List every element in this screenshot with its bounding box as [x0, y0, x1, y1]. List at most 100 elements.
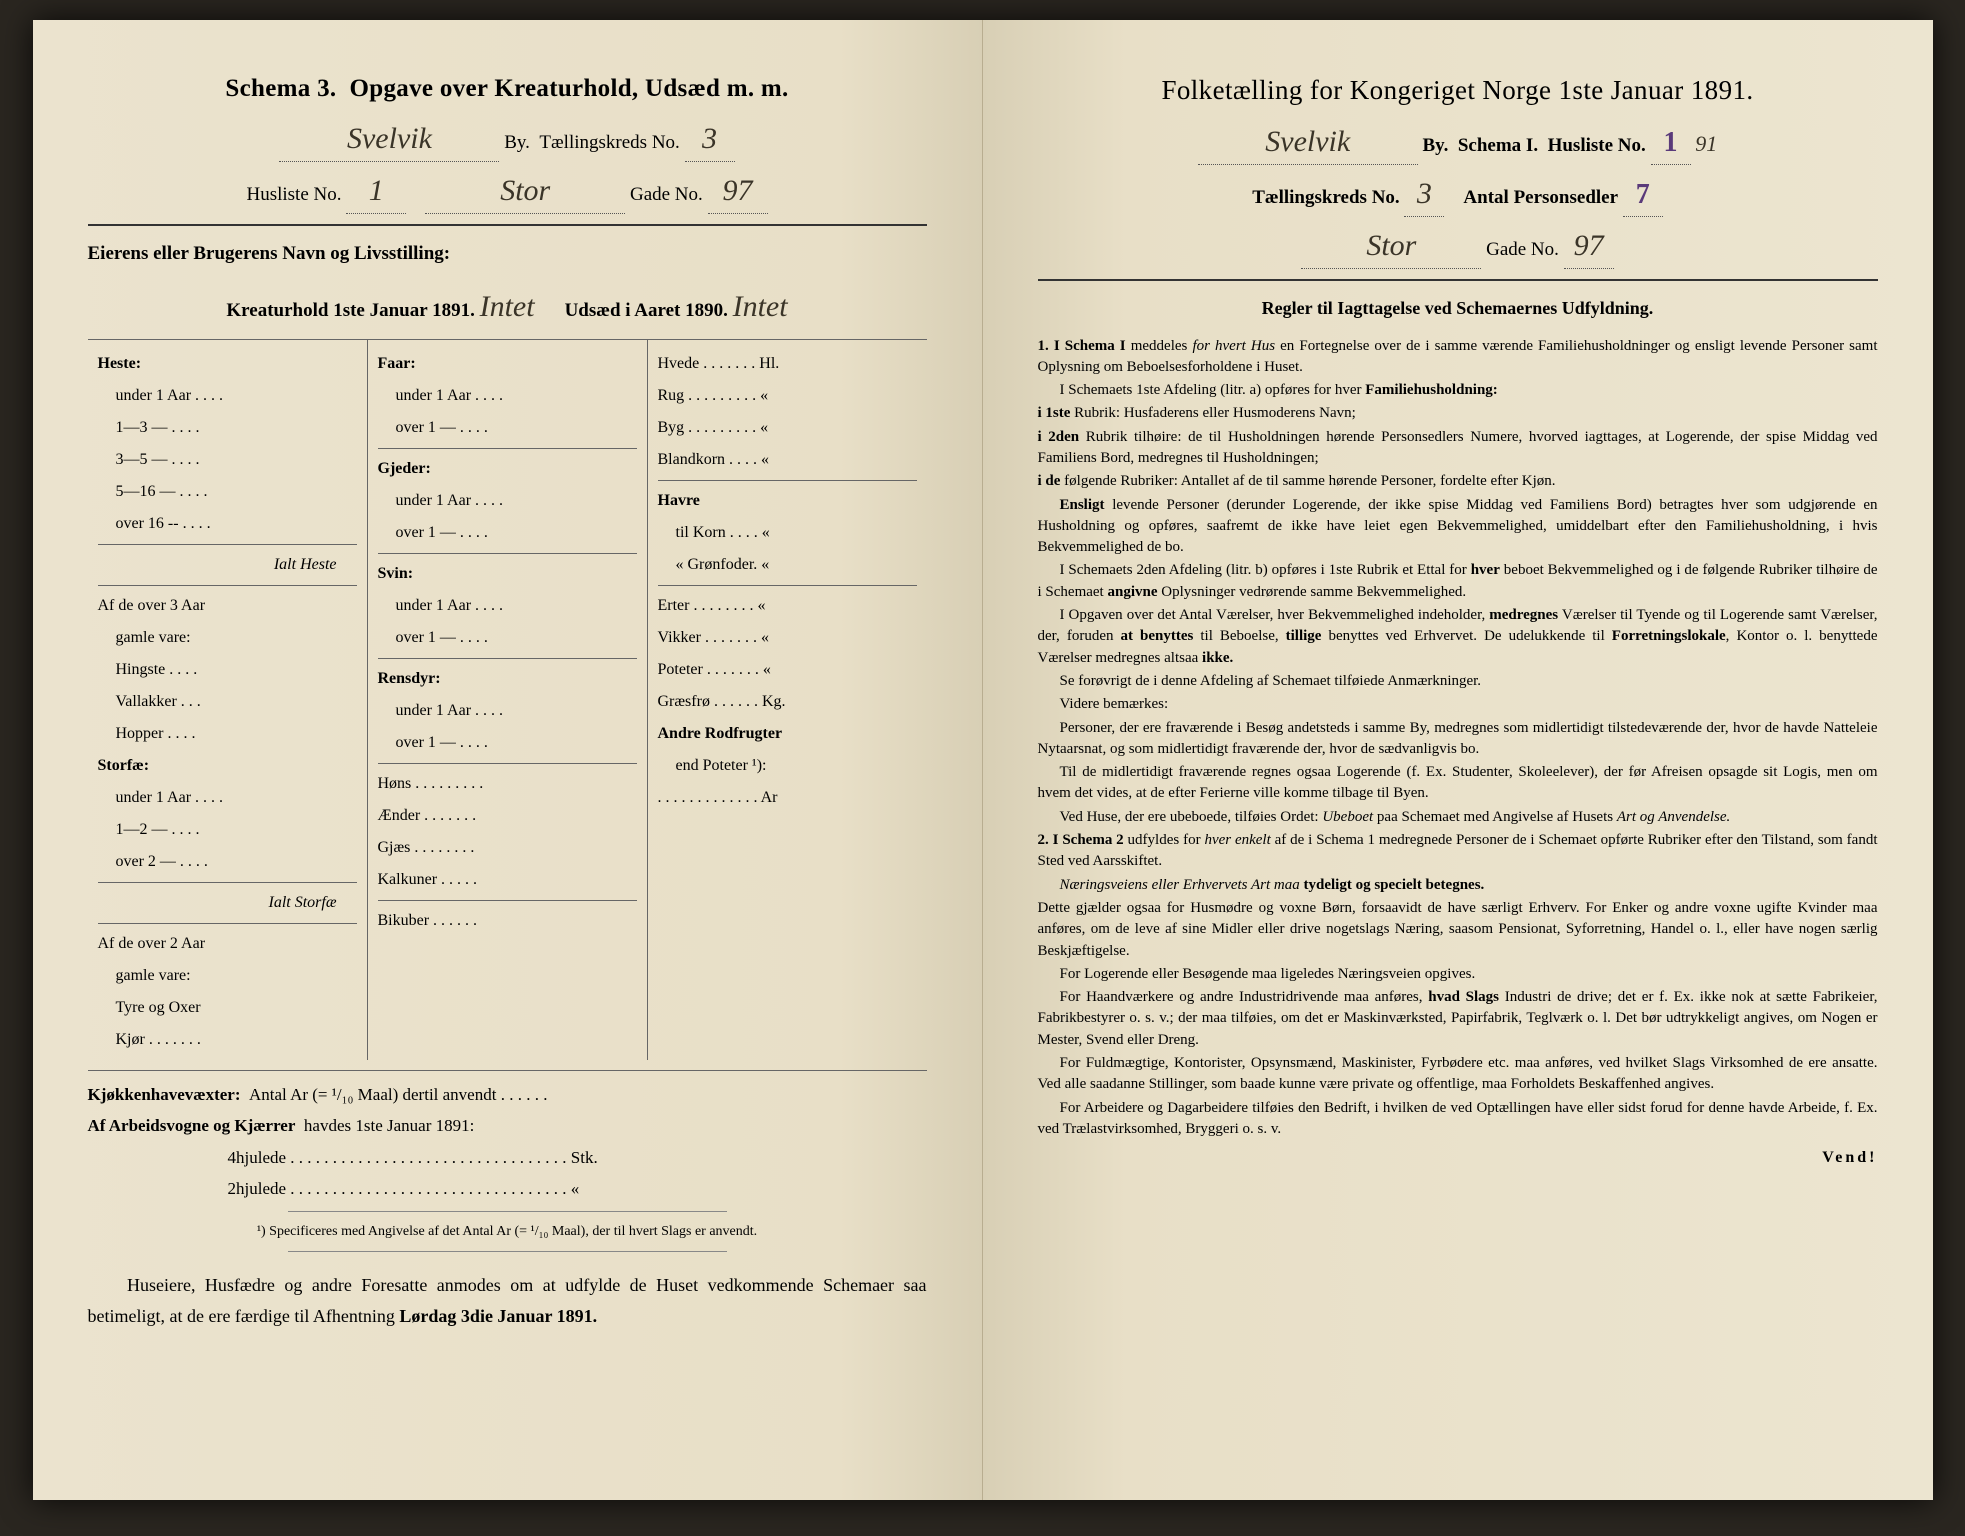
c3-m1: Vikker . . . . . . . « [658, 622, 917, 654]
gamle2-r0: Tyre og Oxer [98, 992, 357, 1024]
p13c: paa Schemaet med Angivelse af Husets [1373, 809, 1617, 825]
schema-3-label: Schema 3. [225, 75, 336, 102]
owner-label: Eierens eller Brugerens Navn og Livsstil… [88, 240, 927, 269]
faar-heading: Faar: [378, 348, 637, 380]
p13d: Art og Anvendelse. [1617, 809, 1730, 825]
other-r1: Ænder . . . . . . . [378, 800, 637, 832]
r-husliste-no: 1 [1651, 122, 1691, 165]
closing-text: Huseiere, Husfædre og andre Foresatte an… [88, 1270, 927, 1331]
havre-r1: « Grønfoder. « [658, 549, 917, 581]
gamle-vare: gamle vare: [98, 622, 357, 654]
p8e: til Beboelse, [1193, 628, 1285, 644]
arbeids-text: havdes 1ste Januar 1891: [304, 1116, 474, 1135]
heste-r1: 1—3 — . . . . [98, 412, 357, 444]
right-title: Folketælling for Kongeriget Norge 1ste J… [1038, 70, 1878, 111]
heste-r3: 5—16 — . . . . [98, 476, 357, 508]
p15a: Næringsveiens eller Erhvervets Art maa [1060, 877, 1304, 893]
p5a: i de [1038, 473, 1061, 489]
p8b: medregnes [1489, 607, 1558, 623]
p9: Se forøvrigt de i denne Afdeling af Sche… [1038, 671, 1878, 692]
af-over-2: Af de over 2 Aar [98, 928, 357, 960]
r-divider [1038, 279, 1878, 281]
c3-r3: Blandkorn . . . . « [658, 444, 917, 476]
r-gade-name: Stor [1301, 223, 1481, 269]
right-page: Folketælling for Kongeriget Norge 1ste J… [983, 20, 1933, 1500]
left-title-line: Schema 3. Opgave over Kreaturhold, Udsæd… [88, 70, 927, 108]
ar-line: . . . . . . . . . . . . . Ar [658, 782, 917, 814]
husliste-no: 1 [346, 168, 406, 214]
p14a: I Schema 2 [1053, 832, 1124, 848]
p14c: hver enkelt [1204, 832, 1270, 848]
storfae-r2: over 2 — . . . . [98, 846, 357, 878]
gjeder-r1: over 1 — . . . . [378, 517, 637, 549]
r-by: By. [1422, 135, 1448, 156]
kreds-no: 3 [685, 116, 735, 162]
p4b: Rubrik tilhøire: de til Husholdningen hø… [1038, 429, 1878, 466]
rules-body: 1. I Schema I meddeles for hvert Hus en … [1038, 336, 1878, 1141]
r-antal-label: Antal Personsedler [1463, 187, 1618, 208]
c3-m2: Poteter . . . . . . . « [658, 654, 917, 686]
p8a: I Opgaven over det Antal Værelser, hver … [1060, 607, 1490, 623]
fire-hjul: 4hjulede . . . . . . . . . . . . . . . .… [88, 1142, 927, 1173]
gamle2-r1: Kjør . . . . . . . [98, 1024, 357, 1056]
r-gade-no: 97 [1564, 223, 1614, 269]
to-hjul: 2hjulede . . . . . . . . . . . . . . . .… [88, 1173, 927, 1204]
svin-r1: over 1 — . . . . [378, 622, 637, 654]
r-gade-label: Gade No. [1486, 239, 1559, 260]
right-header-gade: Stor Gade No. 97 [1038, 223, 1878, 269]
other-r4: Bikuber . . . . . . [378, 905, 637, 937]
left-page: Schema 3. Opgave over Kreaturhold, Udsæd… [33, 20, 983, 1500]
p1c: for hvert Hus [1192, 338, 1275, 354]
p3b: Rubrik: Husfaderens eller Husmoderens Na… [1070, 405, 1355, 421]
p1a: I Schema I [1054, 338, 1126, 354]
p20: For Arbeidere og Dagarbeidere tilføies d… [1038, 1098, 1878, 1141]
heste-r4: over 16 -- . . . . [98, 508, 357, 540]
kreatur-header-row: Kreaturhold 1ste Januar 1891. Intet Udsæ… [88, 284, 927, 329]
heste-r0: under 1 Aar . . . . [98, 380, 357, 412]
left-title: Opgave over Kreaturhold, Udsæd m. m. [350, 75, 789, 102]
gade-label: Gade No. [630, 184, 703, 205]
p5b: følgende Rubriker: Antallet af de til sa… [1060, 473, 1555, 489]
right-header-kreds: Tællingskreds No. 3 Antal Personsedler 7 [1038, 171, 1878, 217]
p12: Til de midlertidigt fraværende regnes og… [1038, 762, 1878, 805]
vend-label: Vend! [1038, 1146, 1878, 1170]
faar-r0: under 1 Aar . . . . [378, 380, 637, 412]
r-city-hand: Svelvik [1198, 119, 1418, 165]
p19: For Fuldmægtige, Kontorister, Opsynsmænd… [1038, 1053, 1878, 1096]
kjokken-text: Antal Ar (= ¹/₁₀ Maal) dertil anvendt . … [249, 1085, 547, 1104]
census-book-spread: Schema 3. Opgave over Kreaturhold, Udsæd… [33, 20, 1933, 1500]
p4a: i 2den [1038, 429, 1080, 445]
p15b: tydeligt og specielt betegnes. [1304, 877, 1485, 893]
three-column-table: Heste: under 1 Aar . . . . 1—3 — . . . .… [88, 339, 927, 1060]
svin-heading: Svin: [378, 558, 637, 590]
p10: Videre bemærkes: [1038, 694, 1878, 715]
storfae-r1: 1—2 — . . . . [98, 814, 357, 846]
p14b: udfyldes for [1124, 832, 1205, 848]
kreds-label: Tællingskreds No. [539, 132, 679, 153]
p7e: Oplysninger vedrørende samme Bekvemmelig… [1158, 584, 1467, 600]
col-1: Heste: under 1 Aar . . . . 1—3 — . . . .… [88, 340, 368, 1060]
gamle-vare2: gamle vare: [98, 960, 357, 992]
rensdyr-r1: over 1 — . . . . [378, 727, 637, 759]
arbeids-label: Af Arbeidsvogne og Kjærrer [88, 1116, 296, 1135]
r-kreds-label: Tællingskreds No. [1252, 187, 1399, 208]
gjeder-heading: Gjeder: [378, 453, 637, 485]
other-r0: Høns . . . . . . . . . [378, 768, 637, 800]
closing-bold: Lørdag 3die Januar 1891. [399, 1306, 597, 1326]
ialt-storfae: Ialt Storfæ [98, 887, 357, 919]
col-2: Faar: under 1 Aar . . . . over 1 — . . .… [368, 340, 648, 1060]
right-header-city: Svelvik By. Schema I. Husliste No. 1 91 [1038, 119, 1878, 165]
c3-m3: Græsfrø . . . . . . Kg. [658, 686, 917, 718]
andre-heading: Andre Rodfrugter [658, 718, 917, 750]
r-kreds-no: 3 [1404, 171, 1444, 217]
p7d: angivne [1107, 584, 1157, 600]
other-r2: Gjæs . . . . . . . . [378, 832, 637, 864]
footnote: ¹) Specificeres med Angivelse af det Ant… [138, 1222, 877, 1242]
p7b: hver [1471, 562, 1500, 578]
svin-r0: under 1 Aar . . . . [378, 590, 637, 622]
rensdyr-r0: under 1 Aar . . . . [378, 695, 637, 727]
havre-r0: til Korn . . . . « [658, 517, 917, 549]
r-husliste-label: Husliste No. [1548, 135, 1646, 156]
p16: Dette gjælder ogsaa for Husmødre og voxn… [1038, 898, 1878, 962]
ialt-heste: Ialt Heste [98, 549, 357, 581]
